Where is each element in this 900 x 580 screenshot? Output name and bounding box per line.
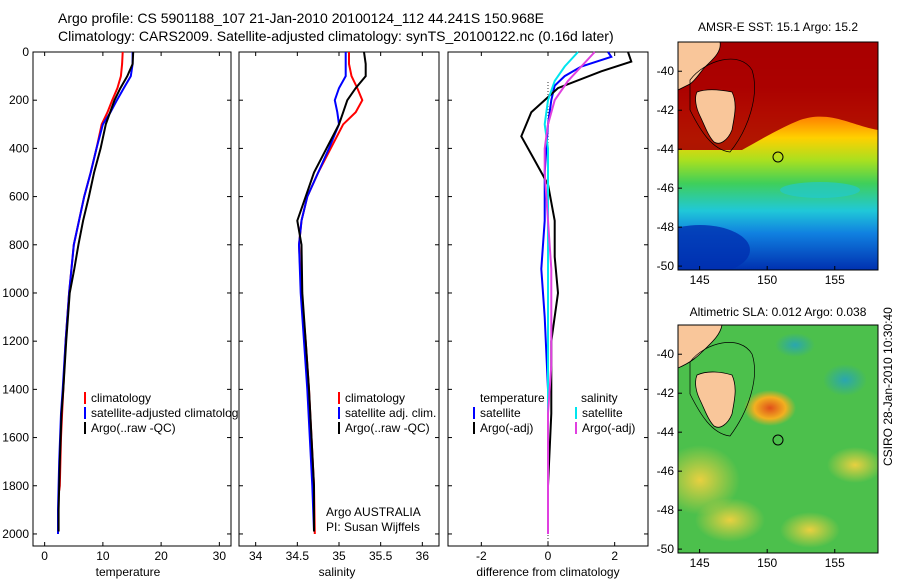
y-tick-label: 1400: [2, 382, 29, 396]
shelf-contour: [689, 58, 755, 153]
temperature-legend: climatology satellite-adjusted climatolo…: [84, 391, 244, 435]
sla-high-patch: [678, 445, 740, 515]
sla-peak: [744, 390, 796, 426]
y-tick-label: 200: [9, 93, 29, 107]
map-y-tick-label: -50: [657, 542, 675, 556]
legend-label: climatology: [91, 391, 151, 405]
legend-label: satellite: [582, 406, 623, 420]
legend-label: Argo(..raw -QC): [345, 421, 430, 435]
y-tick-label: 1600: [2, 431, 29, 445]
y-tick-label: 600: [9, 190, 29, 204]
series-argo-raw-qc-: [57, 51, 135, 532]
x-tick-label: 30: [213, 549, 227, 563]
map-y-tick-label: -48: [657, 220, 675, 234]
legend-label: Argo(-adj): [582, 421, 635, 435]
y-tick-label: 1200: [2, 334, 29, 348]
float-operator: Argo AUSTRALIA: [326, 505, 421, 519]
map-y-tick-label: -40: [657, 64, 675, 78]
sst-map: AMSR-E SST: 15.1 Argo: 15.2 145 150 155 -40…: [657, 20, 879, 287]
sla-high-patch: [695, 498, 765, 542]
sla-high-patch: [780, 512, 840, 548]
float-pi: PI: Susan Wijffels: [326, 520, 420, 534]
y-tick-label: 1000: [2, 286, 29, 300]
y-tick-label: 1800: [2, 479, 29, 493]
legend-label: Argo(-adj): [480, 421, 533, 435]
legend-title-temperature: temperature: [480, 391, 545, 405]
shelf-contour: [689, 342, 755, 437]
argo-location-marker: [772, 434, 784, 446]
temperature-panel: 0 10 20 30 0 200 400 600 800 1000 1200 1400 1600 1800…: [2, 45, 244, 579]
salinity-legend: climatology satellite adj. clim. Argo(..…: [338, 391, 436, 435]
sla-high-patch: [827, 447, 878, 483]
map-y-tick-label: -44: [657, 425, 675, 439]
chart-title-line1: Argo profile: CS 5901188_107 21-Jan-2010…: [58, 10, 544, 26]
y-tick-label: 2000: [2, 527, 29, 541]
map-y-tick-label: -50: [657, 259, 675, 273]
x-tick-label: 35.5: [369, 549, 393, 563]
cool-band: [780, 182, 860, 198]
series-satellite-adj-clim-: [297, 52, 347, 532]
sst-map-title: AMSR-E SST: 15.1 Argo: 15.2: [698, 20, 858, 34]
x-tick-label: 10: [96, 549, 110, 563]
temperature-xlabel: temperature: [96, 565, 161, 579]
series-salinity-argo-adj-: [543, 51, 596, 534]
sla-map: Altimetric SLA: 0.012 Argo: 0.038 145 150…: [657, 305, 879, 570]
series-argo-raw-qc-: [296, 51, 367, 532]
salinity-panel: 34 34.5 35 35.5 36 salinity climatology sate…: [238, 51, 440, 579]
map-x-tick-label: 145: [690, 273, 710, 287]
map-x-tick-label: 150: [757, 273, 777, 287]
legend-label: climatology: [345, 391, 405, 405]
x-tick-label: 34.5: [286, 549, 310, 563]
difference-legend: temperature salinity satellite Argo(-adj…: [473, 391, 635, 435]
difference-panel: -2 0 2 difference from climatology tempera…: [447, 51, 649, 579]
legend-label: satellite adj. clim.: [345, 406, 436, 420]
y-tick-label: 0: [22, 45, 29, 59]
x-tick-label: 34: [249, 549, 263, 563]
map-y-tick-label: -46: [657, 464, 675, 478]
x-tick-label: -2: [476, 549, 487, 563]
map-y-tick-label: -42: [657, 386, 675, 400]
sla-map-title: Altimetric SLA: 0.012 Argo: 0.038: [690, 305, 867, 319]
x-tick-label: 36: [416, 549, 430, 563]
x-tick-label: 0: [41, 549, 48, 563]
y-tick-label: 400: [9, 141, 29, 155]
map-y-tick-label: -44: [657, 142, 675, 156]
argo-location-marker: [772, 151, 784, 163]
sla-low-patch: [775, 333, 815, 357]
tasmania-island: [695, 89, 736, 144]
legend-title-salinity: salinity: [581, 391, 618, 405]
legend-label: Argo(..raw -QC): [91, 421, 176, 435]
map-y-tick-label: -48: [657, 503, 675, 517]
map-y-tick-label: -46: [657, 181, 675, 195]
map-x-tick-label: 145: [690, 556, 710, 570]
sla-low-patch: [823, 364, 867, 396]
cold-patch: [678, 225, 750, 270]
salinity-xlabel: salinity: [319, 565, 356, 579]
difference-xlabel: difference from climatology: [476, 565, 619, 579]
chart-title-line2: Climatology: CARS2009. Satellite-adjuste…: [58, 28, 614, 44]
x-tick-label: 0: [545, 549, 552, 563]
x-tick-label: 35: [332, 549, 346, 563]
legend-label: satellite: [480, 406, 521, 420]
x-tick-label: 2: [611, 549, 618, 563]
credit-timestamp: CSIRO 28-Jan-2010 10:30:40: [881, 307, 895, 466]
y-tick-label: 800: [9, 238, 29, 252]
map-y-tick-label: -42: [657, 103, 675, 117]
map-x-tick-label: 155: [825, 273, 845, 287]
legend-label: satellite-adjusted climatology: [91, 406, 244, 420]
tasmania-island: [695, 371, 736, 428]
map-y-tick-label: -40: [657, 347, 675, 361]
map-x-tick-label: 155: [825, 556, 845, 570]
x-tick-label: 20: [154, 549, 168, 563]
map-x-tick-label: 150: [757, 556, 777, 570]
